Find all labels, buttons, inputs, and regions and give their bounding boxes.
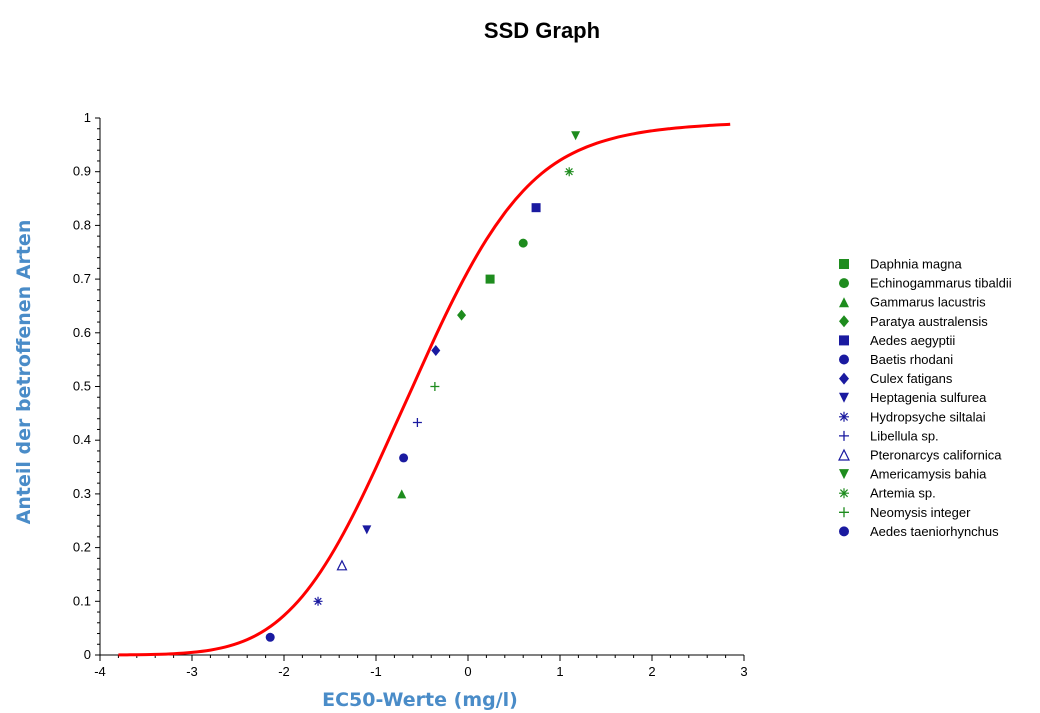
legend-marker (839, 488, 849, 499)
legend-marker (839, 354, 849, 365)
legend-entry-label: Hydropsyche siltalai (870, 409, 986, 424)
x-tick-label: -4 (94, 664, 106, 679)
legend-entry-label: Aedes taeniorhynchus (870, 524, 999, 539)
fit-curve-layer (118, 122, 731, 657)
legend-entry-label: Daphnia magna (870, 257, 963, 272)
data-point (265, 632, 275, 642)
chart-title: SSD Graph (484, 18, 600, 43)
y-tick-label: 0.1 (73, 593, 91, 608)
legend: Daphnia magna Echinogammarus tibaldii Gamm… (838, 257, 1012, 539)
legend-marker (839, 526, 849, 537)
data-point (485, 274, 495, 284)
legend-entry-label: Aedes aegyptii (870, 333, 955, 348)
y-tick-label: 0.6 (73, 325, 91, 340)
legend-entry-label: Paratya australensis (870, 314, 988, 329)
x-axis-label: EC50-Werte (mg/l) (322, 689, 518, 711)
y-tick-label: 0.8 (73, 217, 91, 232)
legend-entry-label: Americamysis bahia (870, 467, 987, 482)
legend-entry-label: Artemia sp. (870, 486, 936, 501)
data-point (362, 525, 372, 535)
legend-marker (839, 411, 849, 422)
legend-marker (839, 507, 849, 518)
legend-marker (839, 315, 849, 328)
y-tick-label: 1 (84, 110, 91, 125)
y-axis-label: Anteil der betroffenen Arten (13, 220, 35, 525)
y-tick-label: 0.5 (73, 379, 91, 394)
data-point (457, 309, 467, 321)
legend-entry-label: Gammarus lacustris (870, 295, 986, 310)
legend-marker (839, 297, 849, 308)
legend-marker (839, 335, 849, 346)
legend-marker (838, 448, 850, 461)
x-tick-label: 1 (556, 664, 563, 679)
y-tick-label: 0.3 (73, 486, 91, 501)
data-point (564, 167, 574, 177)
x-tick-label: 3 (740, 664, 747, 679)
legend-entry-label: Echinogammarus tibaldii (870, 276, 1012, 291)
data-point (518, 238, 528, 248)
fit-curve (118, 122, 731, 657)
data-point (571, 131, 581, 141)
y-tick-label: 0.2 (73, 540, 91, 555)
axes: 0 0.1 0.2 0.3 0.4 0.5 0.6 0.7 0.8 0.9 1 -4 -3 -2 -1 0 1 2… (73, 110, 748, 679)
legend-entry-label: Baetis rhodani (870, 352, 953, 367)
legend-entry-label: Culex fatigans (870, 371, 953, 386)
data-point (313, 596, 323, 606)
legend-entry-label: Heptagenia sulfurea (870, 390, 987, 405)
legend-marker (839, 430, 849, 441)
x-tick-label: 0 (464, 664, 471, 679)
legend-entry-label: Pteronarcys californica (870, 448, 1002, 463)
legend-marker (839, 392, 849, 403)
data-point (397, 489, 407, 499)
data-point (431, 345, 441, 357)
legend-marker (839, 469, 849, 480)
legend-marker (839, 259, 849, 269)
y-tick-label: 0.4 (73, 432, 91, 447)
legend-entry-label: Libellula sp. (870, 428, 939, 443)
legend-marker (839, 372, 849, 385)
data-point (399, 453, 409, 463)
legend-marker (839, 278, 849, 289)
data-point (412, 417, 422, 427)
y-tick-label: 0.7 (73, 271, 91, 286)
data-points-layer (265, 131, 581, 642)
data-point (336, 559, 348, 571)
y-tick-label: 0 (84, 647, 91, 662)
y-tick-label: 0.9 (73, 164, 91, 179)
x-tick-label: -2 (278, 664, 290, 679)
legend-entry-label: Neomysis integer (870, 505, 971, 520)
data-point (430, 382, 440, 391)
x-tick-label: -3 (186, 664, 198, 679)
x-tick-label: 2 (648, 664, 655, 679)
data-point (531, 203, 541, 213)
x-tick-label: -1 (370, 664, 382, 679)
